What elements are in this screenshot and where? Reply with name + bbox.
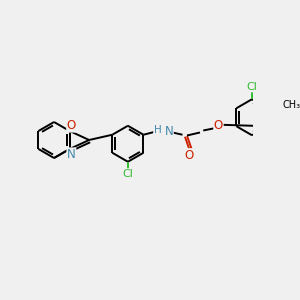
Text: N: N [67, 148, 76, 161]
Text: O: O [214, 119, 223, 132]
Text: Cl: Cl [247, 82, 257, 92]
Text: N: N [164, 125, 173, 138]
Text: H: H [154, 125, 161, 135]
Text: Cl: Cl [122, 169, 133, 179]
Text: O: O [185, 149, 194, 162]
Text: O: O [67, 119, 76, 132]
Text: CH₃: CH₃ [282, 100, 300, 110]
